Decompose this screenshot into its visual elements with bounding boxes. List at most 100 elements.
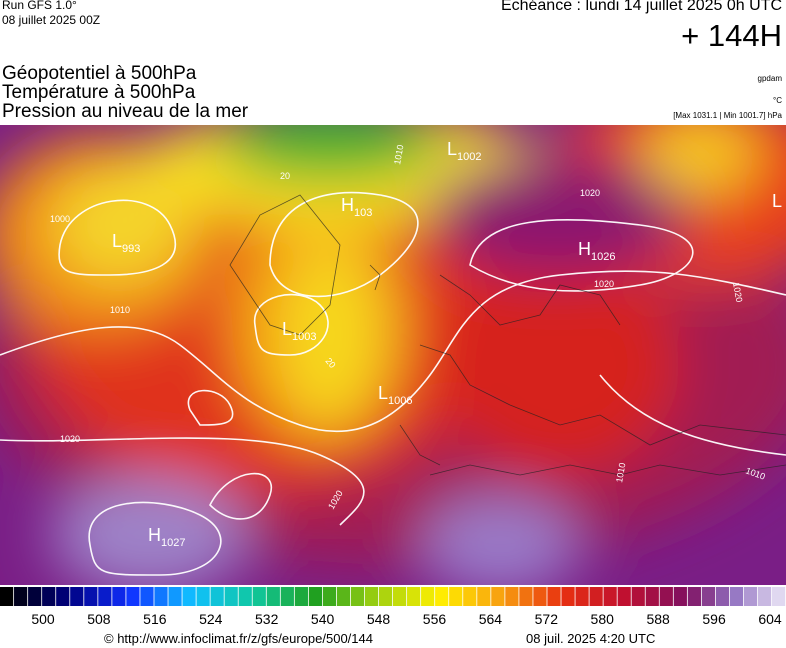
source: © http://www.infoclimat.fr/z/gfs/europe/… [104,631,373,646]
isobar-label: 1010 [110,305,130,315]
colorbar-label: 604 [758,611,782,627]
isobar-label: 1000 [50,214,70,224]
isobar-label: 1020 [594,279,614,289]
valid-time: Echéance : lundi 14 juillet 2025 0h UTC [500,0,782,14]
pressure-center: H1027 [148,525,185,549]
color-swatch [519,587,533,606]
center-kind: H [148,525,161,545]
color-swatch [98,587,112,606]
color-swatch [168,587,182,606]
colorbar-label: 500 [31,611,55,627]
color-swatch [364,587,379,606]
color-swatch [350,587,365,606]
color-swatch [126,587,140,606]
color-swatch [701,587,716,606]
colorbar-label: 596 [702,611,726,627]
center-kind: L [112,231,122,251]
center-kind: L [772,191,782,211]
color-swatch [407,587,421,606]
colorbar-label: 524 [199,611,223,627]
isobar-label: 20 [323,356,337,370]
color-swatch [84,587,98,606]
colorbar-label: 572 [535,611,559,627]
center-kind: L [378,383,388,403]
center-value: 1003 [292,331,316,343]
run: Run GFS 1.0° [2,0,77,12]
color-swatch [645,587,659,606]
color-swatch [715,587,730,606]
color-swatch [56,587,70,606]
field: Température à 500hPa [2,82,196,103]
center-kind: H [341,195,354,215]
color-swatch [28,587,42,606]
lead-time: + 144H [681,18,782,53]
color-swatch [112,587,126,606]
colorbar-label: 580 [591,611,615,627]
color-swatch [210,587,224,606]
color-swatch [224,587,238,606]
color-swatch [294,587,308,606]
unit: [Max 1031.1 | Min 1001.7] hPa [673,111,782,120]
color-swatch [491,587,505,606]
color-swatch [617,587,631,606]
color-swatch [266,587,280,606]
color-swatch [0,587,14,606]
center-value: 1002 [457,151,481,163]
field: Pression au niveau de la mer [2,101,249,122]
color-swatch [140,587,154,606]
color-swatch [687,587,701,606]
color-swatch [547,587,561,606]
pressure-center: L1002 [447,139,482,163]
color-swatch [631,587,645,606]
center-value: 103 [354,207,372,219]
pressure-center: L1006 [378,383,413,407]
isobar-label: 1020 [580,188,600,198]
colorbar-label: 564 [479,611,503,627]
color-swatch [238,587,252,606]
color-swatch [322,587,337,606]
colorbar-label: 556 [423,611,447,627]
run-date: 08 juillet 2025 00Z [2,13,101,27]
color-swatch [70,587,84,606]
color-swatch [449,587,463,606]
color-swatch [42,587,56,606]
color-swatch [729,587,744,606]
color-swatch [182,587,196,606]
color-swatch [252,587,266,606]
color-swatch [14,587,28,606]
colorbar-label: 588 [646,611,670,627]
field: Géopotentiel à 500hPa [2,63,197,84]
unit: gpdam [757,74,782,83]
colorbar-label: 516 [143,611,167,627]
color-swatch [603,587,617,606]
color-swatch [743,587,758,606]
color-swatch [561,587,575,606]
pressure-center: L1003 [282,319,317,343]
color-swatch [505,587,519,606]
color-swatch [196,587,210,606]
color-swatch [378,587,393,606]
color-swatch [673,587,687,606]
center-value: 1006 [388,395,412,407]
colorbar-label: 532 [255,611,279,627]
isobar-label: 1020 [60,434,80,444]
center-kind: L [282,319,292,339]
isobar-label: 1010 [392,144,405,165]
center-kind: L [447,139,457,159]
center-value: 993 [122,243,140,255]
color-swatch [533,587,547,606]
pressure-center: L [772,191,782,211]
color-swatch [336,587,351,606]
isobar-label: 1010 [614,462,627,483]
color-swatch [575,587,589,606]
pressure-center: L993 [112,231,140,255]
colorbar-label: 540 [311,611,335,627]
center-value: 1027 [161,537,185,549]
color-swatch [393,587,407,606]
color-swatch [757,587,772,606]
color-swatch [308,587,323,606]
issued: 08 juil. 2025 4:20 UTC [526,631,656,646]
isobar-label: 1020 [731,282,744,303]
